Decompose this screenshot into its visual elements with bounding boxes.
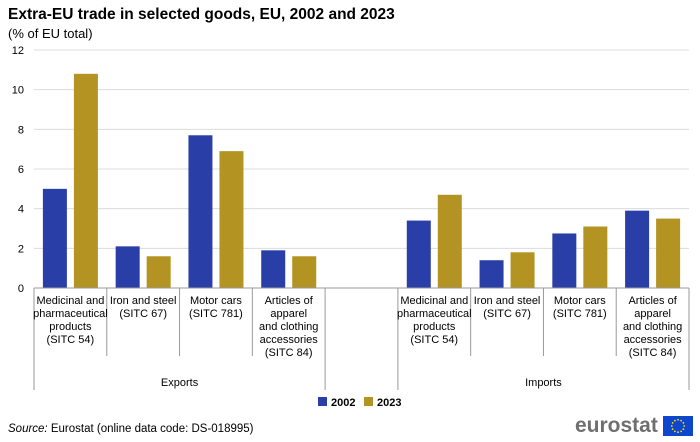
- y-tick-label: 10: [12, 85, 24, 97]
- chart-subtitle: (% of EU total): [8, 26, 93, 41]
- bar-2023: [146, 256, 171, 288]
- category-label-line: Articles of: [265, 295, 314, 307]
- category-label: Iron and steel (SITC 67): [474, 295, 541, 320]
- y-tick-label: 2: [18, 243, 24, 255]
- eu-star-icon: [674, 430, 676, 433]
- eu-star-icon: [671, 422, 674, 424]
- category-label-line: Iron and steel: [474, 295, 541, 307]
- bar-2002: [625, 210, 650, 288]
- category-label-line: and clothing: [623, 321, 682, 333]
- category-label-line: (SITC 54): [410, 334, 458, 346]
- chart-title: Extra-EU trade in selected goods, EU, 20…: [8, 6, 395, 23]
- eu-star-icon: [683, 425, 686, 427]
- category-label-line: (SITC 54): [47, 334, 95, 346]
- category-label-line: pharmaceutical: [33, 308, 108, 320]
- bar-2002: [479, 260, 504, 288]
- bar-2023: [73, 73, 98, 288]
- bar-2002: [552, 233, 577, 288]
- bar-2023: [656, 218, 681, 288]
- eu-star-icon: [677, 418, 679, 421]
- category-label: Medicinal and pharmaceutical products (SITC…: [397, 295, 472, 346]
- eu-flag-icon: [663, 416, 693, 436]
- category-label-line: (SITC 84): [629, 347, 677, 359]
- category-label-line: (SITC 781): [189, 308, 243, 320]
- category-label-line: Iron and steel: [110, 295, 177, 307]
- legend-swatch-2002: [318, 397, 327, 406]
- category-label-line: accessories: [260, 334, 319, 346]
- legend-swatch-2023: [364, 397, 373, 406]
- y-tick-label: 4: [18, 204, 24, 216]
- y-tick-label: 8: [18, 124, 24, 136]
- eu-star-icon: [677, 431, 679, 434]
- category-label-line: products: [413, 321, 456, 333]
- group-label: Exports: [161, 377, 199, 389]
- category-label-line: (SITC 67): [483, 308, 531, 320]
- eu-star-icon: [670, 425, 673, 427]
- category-label-line: apparel: [270, 308, 307, 320]
- y-tick-label: 0: [18, 283, 24, 295]
- category-label: Motor cars (SITC 781): [553, 295, 607, 320]
- category-label: Motor cars (SITC 781): [189, 295, 243, 320]
- category-label-line: Medicinal and: [36, 295, 104, 307]
- category-label-line: Medicinal and: [400, 295, 468, 307]
- category-label-line: Motor cars: [190, 295, 242, 307]
- category-label: Medicinal and pharmaceutical products (SITC…: [33, 295, 108, 346]
- legend-label-2002: 2002: [331, 397, 355, 409]
- category-label-line: pharmaceutical: [397, 308, 472, 320]
- bar-2002: [42, 188, 67, 288]
- category-label: Articles of apparel and clothing accessorie…: [259, 295, 318, 359]
- source-label: Source:: [8, 423, 48, 435]
- eurostat-logo: eurostat: [575, 414, 693, 437]
- eu-star-icon: [674, 419, 676, 422]
- eu-star-icon: [680, 419, 682, 422]
- category-label: Articles of apparel and clothing accessorie…: [623, 295, 682, 359]
- category-label-line: Articles of: [628, 295, 677, 307]
- bar-2002: [406, 220, 431, 288]
- bar-2002: [188, 135, 213, 288]
- eu-star-icon: [682, 422, 685, 424]
- eu-star-icon: [682, 428, 685, 430]
- bar-2023: [437, 194, 462, 288]
- eu-star-icon: [680, 430, 682, 433]
- category-label-line: accessories: [624, 334, 683, 346]
- category-label-line: (SITC 84): [265, 347, 313, 359]
- category-label-line: (SITC 67): [119, 308, 167, 320]
- category-label-line: apparel: [634, 308, 671, 320]
- category-label-line: products: [49, 321, 92, 333]
- bar-2002: [261, 250, 286, 288]
- bar-2023: [510, 252, 535, 288]
- category-label-line: Motor cars: [554, 295, 606, 307]
- bar-2023: [292, 256, 317, 288]
- category-label: Iron and steel (SITC 67): [110, 295, 177, 320]
- y-tick-label: 12: [12, 45, 24, 57]
- bar-2023: [583, 226, 608, 288]
- group-label: Imports: [525, 377, 562, 389]
- legend-label-2023: 2023: [377, 397, 401, 409]
- source-text: Eurostat (online data code: DS-018995): [47, 423, 254, 435]
- bar-2023: [219, 151, 244, 288]
- eurostat-logo-text: eurostat: [575, 414, 658, 437]
- source-note: Source: Eurostat (online data code: DS-0…: [8, 423, 254, 435]
- y-tick-label: 6: [18, 164, 24, 176]
- category-label-line: (SITC 781): [553, 308, 607, 320]
- bar-2002: [115, 246, 140, 288]
- category-label-line: and clothing: [259, 321, 318, 333]
- eu-star-icon: [671, 428, 674, 430]
